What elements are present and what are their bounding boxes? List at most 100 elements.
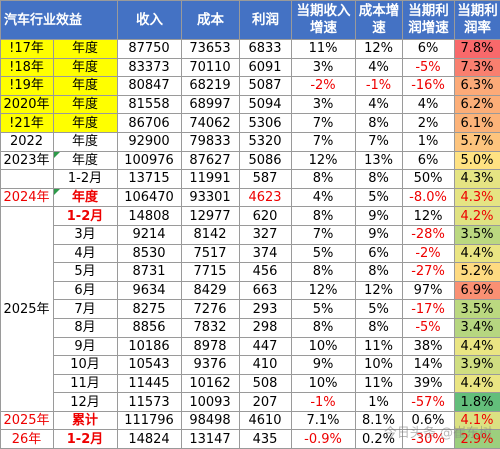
- year-cell: [1, 170, 54, 189]
- header-margin: 当期利润率: [455, 1, 500, 40]
- cost-cell: 87627: [182, 151, 240, 170]
- revenue-cell: 80847: [118, 77, 182, 96]
- profit-cell: 293: [240, 300, 292, 319]
- cost-cell: 10093: [182, 393, 240, 412]
- period-cell: 10月: [54, 356, 118, 375]
- profit-growth-cell: -5%: [403, 318, 455, 337]
- revenue-growth-cell: 10%: [292, 374, 356, 393]
- profit-growth-cell: 12%: [403, 207, 455, 226]
- cost-cell: 74062: [182, 114, 240, 133]
- revenue-growth-cell: 7%: [292, 114, 356, 133]
- header-revenue-growth: 当期收入增速: [292, 1, 356, 40]
- cost-cell: 7832: [182, 318, 240, 337]
- profit-cell: 6833: [240, 40, 292, 59]
- revenue-growth-cell: 11%: [292, 40, 356, 59]
- revenue-cell: 8530: [118, 244, 182, 263]
- period-cell: 年度: [54, 58, 118, 77]
- profit-cell: 4610: [240, 411, 292, 430]
- revenue-cell: 100976: [118, 151, 182, 170]
- cost-cell: 7715: [182, 263, 240, 282]
- revenue-cell: 14824: [118, 430, 182, 449]
- revenue-growth-cell: 7%: [292, 132, 356, 151]
- revenue-cell: 11573: [118, 393, 182, 412]
- year-cell: 2024年: [1, 188, 54, 207]
- margin-cell: 6.9%: [455, 281, 500, 300]
- margin-cell: 4.3%: [455, 188, 500, 207]
- profit-growth-cell: -16%: [403, 77, 455, 96]
- profit-cell: 374: [240, 244, 292, 263]
- year-cell: 2020年: [1, 95, 54, 114]
- header-revenue: 收入: [118, 1, 182, 40]
- period-cell: 5月: [54, 263, 118, 282]
- revenue-cell: 13715: [118, 170, 182, 189]
- revenue-cell: 86706: [118, 114, 182, 133]
- cost-cell: 7276: [182, 300, 240, 319]
- profit-cell: 5094: [240, 95, 292, 114]
- revenue-growth-cell: 8%: [292, 318, 356, 337]
- cost-cell: 13147: [182, 430, 240, 449]
- year-cell: !21年: [1, 114, 54, 133]
- margin-cell: 4.4%: [455, 337, 500, 356]
- margin-cell: 7.3%: [455, 58, 500, 77]
- cost-growth-cell: 8%: [356, 114, 403, 133]
- revenue-cell: 87750: [118, 40, 182, 59]
- period-cell: 年度: [54, 95, 118, 114]
- cost-growth-cell: 9%: [356, 207, 403, 226]
- revenue-growth-cell: 5%: [292, 300, 356, 319]
- margin-cell: 6.1%: [455, 114, 500, 133]
- header-row: 汽车行业效益收入成本利润当期收入增速成本增速当期利润增速当期利润率: [1, 1, 500, 40]
- cost-cell: 12977: [182, 207, 240, 226]
- cost-growth-cell: 7%: [356, 132, 403, 151]
- cost-growth-cell: 8%: [356, 170, 403, 189]
- cost-cell: 8429: [182, 281, 240, 300]
- revenue-growth-cell: 7%: [292, 225, 356, 244]
- margin-cell: 5.7%: [455, 132, 500, 151]
- profit-growth-cell: -27%: [403, 263, 455, 282]
- profit-cell: 508: [240, 374, 292, 393]
- cost-cell: 11991: [182, 170, 240, 189]
- profit-cell: 6091: [240, 58, 292, 77]
- profit-growth-cell: 50%: [403, 170, 455, 189]
- period-cell: 11月: [54, 374, 118, 393]
- revenue-cell: 81558: [118, 95, 182, 114]
- revenue-growth-cell: 3%: [292, 58, 356, 77]
- profit-growth-cell: -57%: [403, 393, 455, 412]
- revenue-cell: 106470: [118, 188, 182, 207]
- cost-growth-cell: 11%: [356, 337, 403, 356]
- cost-growth-cell: 8%: [356, 263, 403, 282]
- profit-growth-cell: -5%: [403, 58, 455, 77]
- period-cell: 1-2月: [54, 430, 118, 449]
- cost-cell: 8978: [182, 337, 240, 356]
- period-cell: 9月: [54, 337, 118, 356]
- period-cell: 累计: [54, 411, 118, 430]
- period-cell: 4月: [54, 244, 118, 263]
- cost-growth-cell: 8%: [356, 318, 403, 337]
- revenue-growth-cell: 12%: [292, 281, 356, 300]
- cost-cell: 68219: [182, 77, 240, 96]
- cost-growth-cell: 4%: [356, 58, 403, 77]
- header-category: 汽车行业效益: [1, 1, 118, 40]
- header-profit: 利润: [240, 1, 292, 40]
- revenue-cell: 8275: [118, 300, 182, 319]
- cost-growth-cell: 1%: [356, 393, 403, 412]
- profit-growth-cell: 2%: [403, 114, 455, 133]
- margin-cell: 3.9%: [455, 356, 500, 375]
- profit-growth-cell: -17%: [403, 300, 455, 319]
- cost-growth-cell: 4%: [356, 95, 403, 114]
- period-cell: 年度: [54, 188, 118, 207]
- profit-cell: 5320: [240, 132, 292, 151]
- profit-growth-cell: 14%: [403, 356, 455, 375]
- cost-cell: 98498: [182, 411, 240, 430]
- margin-cell: 6.3%: [455, 77, 500, 96]
- period-cell: 1-2月: [54, 170, 118, 189]
